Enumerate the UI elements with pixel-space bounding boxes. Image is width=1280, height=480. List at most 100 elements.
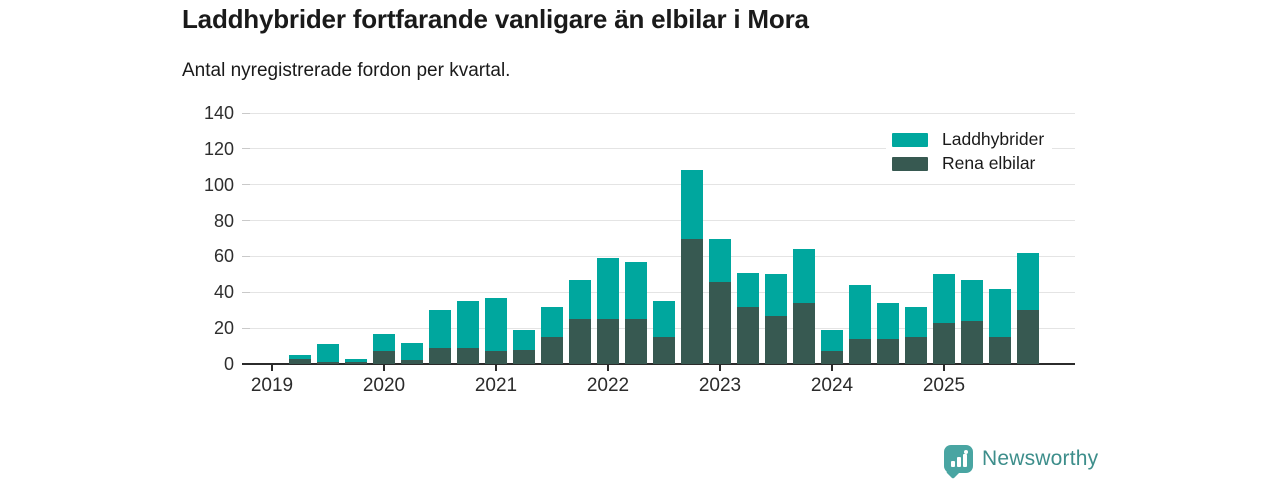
- legend: Laddhybrider Rena elbilar: [886, 129, 1053, 174]
- bar-segment-laddhybrider[interactable]: [373, 333, 395, 352]
- bar-2024-q3[interactable]: [877, 303, 899, 364]
- bar-segment-rena-elbilar[interactable]: [961, 320, 983, 364]
- bar-segment-rena-elbilar[interactable]: [317, 362, 339, 364]
- bar-2025-q3[interactable]: [989, 288, 1011, 364]
- y-axis-tick: [242, 112, 250, 114]
- bar-segment-rena-elbilar[interactable]: [373, 351, 395, 364]
- bar-segment-rena-elbilar[interactable]: [765, 315, 787, 364]
- y-axis-tick: [242, 148, 250, 150]
- bar-segment-laddhybrider[interactable]: [345, 358, 367, 363]
- bar-segment-rena-elbilar[interactable]: [513, 349, 535, 364]
- bar-2024-q2[interactable]: [849, 285, 871, 364]
- x-axis-tick: [271, 364, 273, 371]
- bar-segment-rena-elbilar[interactable]: [877, 338, 899, 364]
- bar-2021-q3[interactable]: [541, 306, 563, 364]
- bar-segment-laddhybrider[interactable]: [905, 306, 927, 338]
- bar-segment-laddhybrider[interactable]: [933, 274, 955, 323]
- bar-segment-laddhybrider[interactable]: [541, 306, 563, 338]
- bar-segment-rena-elbilar[interactable]: [1017, 310, 1039, 364]
- bar-segment-rena-elbilar[interactable]: [289, 358, 311, 364]
- y-axis-tick: [242, 255, 250, 257]
- bar-2021-q1[interactable]: [485, 297, 507, 364]
- bar-2021-q2[interactable]: [513, 329, 535, 364]
- bar-segment-laddhybrider[interactable]: [485, 297, 507, 352]
- bar-segment-laddhybrider[interactable]: [625, 261, 647, 320]
- bar-segment-rena-elbilar[interactable]: [709, 281, 731, 364]
- bar-segment-laddhybrider[interactable]: [597, 258, 619, 320]
- bar-segment-laddhybrider[interactable]: [793, 249, 815, 304]
- bar-2019-q3[interactable]: [317, 344, 339, 364]
- legend-swatch: [892, 156, 928, 171]
- bar-2023-q3[interactable]: [765, 274, 787, 364]
- bar-segment-rena-elbilar[interactable]: [625, 319, 647, 364]
- bar-2023-q1[interactable]: [709, 238, 731, 364]
- bar-segment-laddhybrider[interactable]: [457, 301, 479, 348]
- bar-2020-q3[interactable]: [429, 310, 451, 364]
- bar-segment-laddhybrider[interactable]: [1017, 252, 1039, 311]
- bar-chart-glyph: [944, 445, 973, 473]
- bar-segment-laddhybrider[interactable]: [317, 344, 339, 363]
- brand-footer[interactable]: Newsworthy: [944, 445, 1099, 480]
- legend-swatch: [892, 132, 928, 147]
- bar-segment-rena-elbilar[interactable]: [681, 238, 703, 364]
- x-axis-line: [242, 363, 1075, 365]
- bar-segment-rena-elbilar[interactable]: [933, 322, 955, 364]
- bar-segment-laddhybrider[interactable]: [513, 329, 535, 350]
- bar-segment-laddhybrider[interactable]: [289, 355, 311, 359]
- bar-segment-laddhybrider[interactable]: [653, 301, 675, 338]
- bar-segment-rena-elbilar[interactable]: [989, 337, 1011, 364]
- bar-segment-laddhybrider[interactable]: [961, 279, 983, 321]
- bar-2025-q1[interactable]: [933, 274, 955, 364]
- y-axis-label: 0: [223, 354, 234, 374]
- bar-segment-rena-elbilar[interactable]: [905, 337, 927, 364]
- bar-2019-q2[interactable]: [289, 355, 311, 364]
- bar-segment-rena-elbilar[interactable]: [821, 351, 843, 364]
- bar-segment-rena-elbilar[interactable]: [345, 362, 367, 364]
- bar-segment-laddhybrider[interactable]: [821, 329, 843, 352]
- bar-2023-q4[interactable]: [793, 249, 815, 364]
- bar-2020-q2[interactable]: [401, 342, 423, 364]
- bar-2019-q4[interactable]: [345, 358, 367, 364]
- bar-segment-rena-elbilar[interactable]: [737, 306, 759, 364]
- gridline: [250, 184, 1075, 186]
- bar-segment-laddhybrider[interactable]: [765, 274, 787, 316]
- bar-segment-rena-elbilar[interactable]: [653, 337, 675, 364]
- bar-segment-rena-elbilar[interactable]: [569, 319, 591, 364]
- bar-segment-rena-elbilar[interactable]: [597, 319, 619, 364]
- bar-2022-q2[interactable]: [625, 261, 647, 364]
- bar-2023-q2[interactable]: [737, 272, 759, 364]
- gridline: [250, 112, 1075, 114]
- y-axis-label: 80: [213, 210, 234, 231]
- bar-2025-q4[interactable]: [1017, 252, 1039, 364]
- bar-segment-laddhybrider[interactable]: [681, 170, 703, 239]
- bar-segment-rena-elbilar[interactable]: [793, 303, 815, 364]
- bar-segment-rena-elbilar[interactable]: [401, 360, 423, 364]
- y-axis-tick: [242, 327, 250, 329]
- exclamation-dot: [964, 450, 968, 454]
- bar-2025-q2[interactable]: [961, 279, 983, 364]
- brand-name: Newsworthy: [982, 447, 1099, 470]
- bar-segment-rena-elbilar[interactable]: [849, 338, 871, 364]
- bar-segment-rena-elbilar[interactable]: [457, 347, 479, 364]
- bar-2020-q4[interactable]: [457, 301, 479, 364]
- bar-2022-q1[interactable]: [597, 258, 619, 364]
- bar-segment-laddhybrider[interactable]: [429, 310, 451, 348]
- bar-2024-q4[interactable]: [905, 306, 927, 364]
- bar-segment-laddhybrider[interactable]: [849, 285, 871, 339]
- gridline: [250, 220, 1075, 222]
- bar-segment-rena-elbilar[interactable]: [429, 347, 451, 364]
- bar-segment-laddhybrider[interactable]: [989, 288, 1011, 338]
- bar-segment-rena-elbilar[interactable]: [485, 351, 507, 364]
- bar-segment-laddhybrider[interactable]: [569, 279, 591, 320]
- bar-2022-q3[interactable]: [653, 301, 675, 364]
- bar-segment-laddhybrider[interactable]: [737, 272, 759, 307]
- legend-label: Rena elbilar: [942, 153, 1036, 173]
- bar-segment-laddhybrider[interactable]: [709, 238, 731, 282]
- bar-segment-rena-elbilar[interactable]: [541, 337, 563, 364]
- bar-2021-q4[interactable]: [569, 279, 591, 364]
- bar-2020-q1[interactable]: [373, 333, 395, 364]
- bar-2024-q1[interactable]: [821, 329, 843, 364]
- bar-2022-q4[interactable]: [681, 170, 703, 364]
- bar-segment-laddhybrider[interactable]: [401, 342, 423, 361]
- bar-segment-laddhybrider[interactable]: [877, 303, 899, 339]
